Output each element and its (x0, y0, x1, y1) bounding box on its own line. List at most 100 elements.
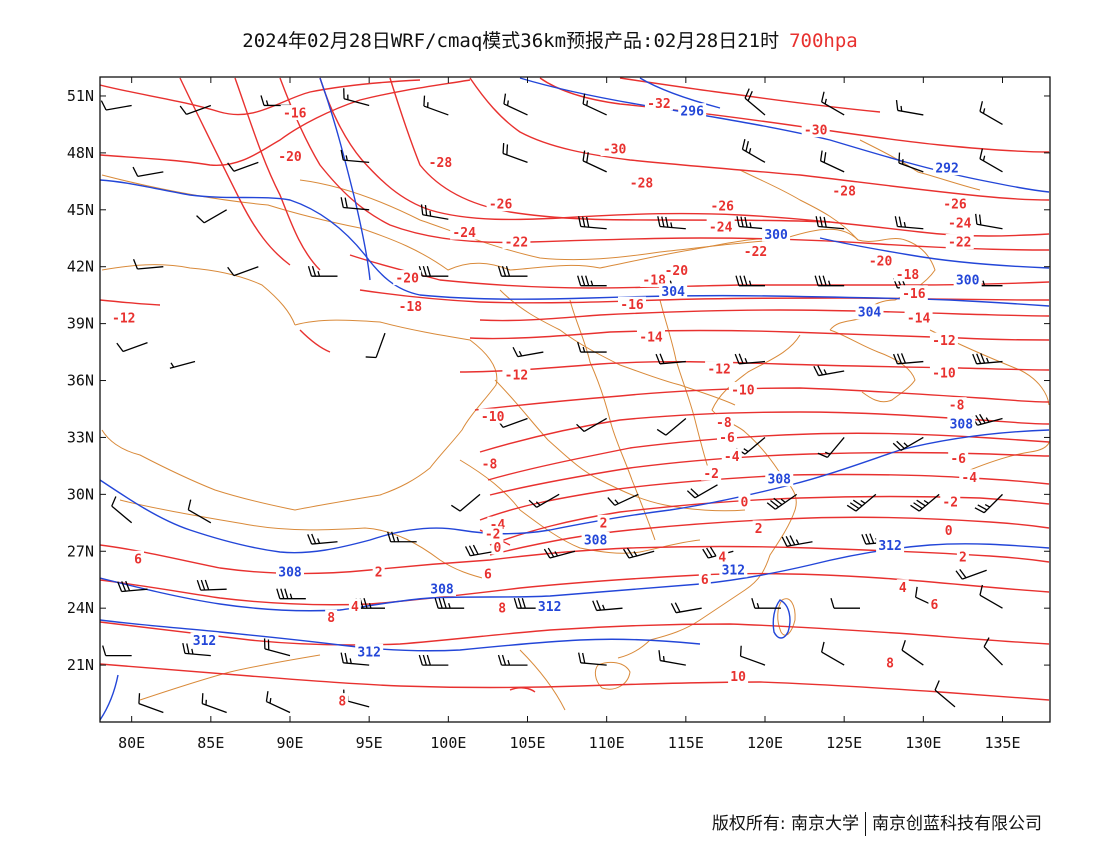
title-main: 2024年02月28日WRF/cmaq模式36km预报产品:02月28日21时 (242, 30, 780, 52)
wind-barb (578, 652, 607, 666)
temperature-label: -18 (896, 268, 920, 283)
temperature-label: 2 (959, 550, 967, 565)
contour-label-bg (752, 520, 765, 536)
contour-label-bg (659, 283, 688, 299)
contour-label-bg (325, 609, 338, 625)
wind-barb (577, 341, 607, 353)
contour-label-bg (721, 448, 742, 464)
credit-left: 版权所有: 南京大学 (711, 814, 859, 834)
temperature-label: -8 (482, 458, 498, 473)
south-boundary (119, 499, 491, 581)
wind-barb (340, 149, 370, 164)
contour-label-bg (701, 465, 722, 481)
wind-barb (116, 341, 148, 353)
temperature-label: -20 (869, 255, 893, 270)
contour-label-bg (738, 493, 751, 509)
temperature-label: 2 (755, 522, 763, 537)
wind-barb (670, 602, 702, 614)
contour-label-bg (959, 469, 980, 485)
temperature-label: -14 (639, 330, 663, 345)
contour-label-bg (717, 429, 737, 445)
wind-barb (892, 353, 924, 365)
wind-barb (741, 139, 766, 163)
contour-label-bg (762, 226, 791, 242)
wind-barb (814, 275, 845, 287)
wind-barb (657, 216, 686, 230)
wind-barb (265, 691, 291, 714)
lon-tick-label: 120E (747, 734, 783, 752)
contour-label-bg (896, 579, 909, 595)
mongolia-boundary (299, 179, 781, 261)
contour-label-bg (698, 571, 711, 587)
temperature-label: -28 (832, 184, 856, 199)
temperature-label: -12 (932, 334, 955, 349)
contour-label-bg (276, 148, 304, 164)
temperature-label: -8 (716, 416, 732, 431)
temperature-label: -28 (630, 177, 654, 192)
wind-barb (751, 597, 781, 609)
axis-tick-labels: 80E 85E 90E 95E 100E 105E 110E 115E 120E 125E 130E… (67, 87, 1021, 752)
lon-tick-label: 85E (197, 734, 224, 752)
wind-barb (196, 209, 227, 224)
contour-label-bg (479, 456, 500, 471)
wind-barb (132, 166, 164, 178)
contour-label-bg (948, 450, 969, 466)
northeast-province (739, 169, 859, 241)
wind-barb (686, 484, 718, 499)
contour-label-bg (942, 522, 955, 538)
temperature-label: -4 (724, 450, 740, 465)
sea-boundary-1 (859, 139, 981, 191)
temperature-label: 2 (600, 516, 608, 531)
contour-label-bg (893, 266, 922, 282)
temperature-label: -18 (399, 300, 423, 315)
lat-tick-label: 33N (67, 428, 94, 446)
contour-label-bg (928, 596, 941, 612)
height-label: 308 (584, 533, 608, 548)
wind-barb (979, 584, 1003, 609)
wind-barb (781, 535, 813, 547)
japan-outline-2 (969, 439, 1050, 471)
temperature-label: -8 (949, 399, 965, 414)
temperature-label: -4 (961, 471, 977, 486)
contour-label-bg (855, 304, 884, 320)
contour-label-bg (728, 668, 749, 684)
hainan-outline (594, 661, 631, 690)
wind-barb (201, 693, 227, 714)
contour-label-bg (956, 548, 969, 564)
temperature-label: -28 (429, 156, 453, 171)
lon-tick-label: 90E (276, 734, 303, 752)
contour-label-bg (933, 160, 962, 176)
map-title: 2024年02月28日WRF/cmaq模式36km预报产品:02月28日21时 7… (0, 26, 1100, 53)
wind-barb (766, 493, 798, 510)
wind-barb (898, 152, 924, 173)
wind-barb (102, 645, 132, 657)
lat-tick-label: 51N (67, 87, 94, 105)
temperature-label: -2 (942, 495, 958, 510)
height-label: 308 (950, 418, 974, 433)
wind-barb (387, 531, 417, 543)
wind-barb (955, 569, 987, 580)
wind-barb (813, 365, 845, 377)
lon-tick-label: 115E (668, 734, 704, 752)
temperature-label: -20 (395, 272, 419, 287)
contour-label-layer: -16-20-32-30-30-28-28-28-26 -26 -26-24 -24-… (109, 95, 982, 710)
wind-barb (577, 275, 607, 287)
wind-barb (974, 493, 1003, 514)
temperature-label: -24 (709, 220, 733, 235)
wind-barb (578, 216, 607, 230)
wind-barb (138, 693, 164, 714)
wind-barb (450, 493, 481, 512)
contour-label-bg (482, 526, 503, 542)
height-label: 312 (538, 600, 561, 615)
wind-barb (607, 493, 639, 506)
wind-barb (543, 547, 576, 559)
wind-barb (132, 259, 164, 270)
temperature-label: 10 (730, 670, 746, 685)
wind-barb (307, 266, 338, 277)
inner-province-4 (569, 299, 656, 541)
wind-barb (340, 652, 370, 666)
contour-label-bg (765, 471, 794, 487)
wind-barb (182, 642, 211, 657)
contour-label-bg (491, 539, 504, 555)
height-label: 312 (193, 634, 216, 649)
